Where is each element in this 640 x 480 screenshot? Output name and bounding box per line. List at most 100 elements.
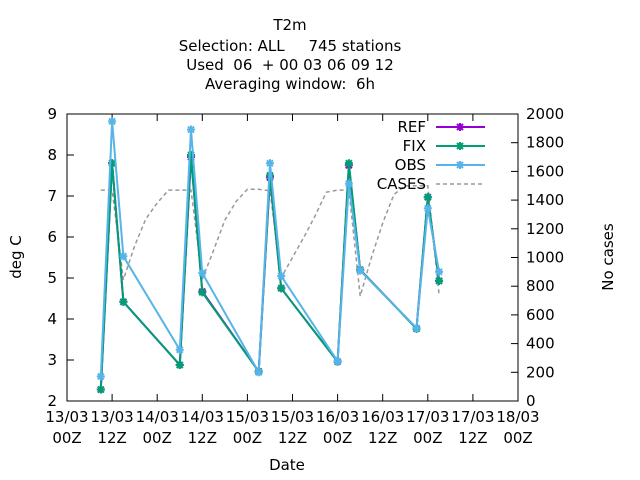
point-dot — [279, 273, 284, 279]
data-point-obs — [175, 345, 184, 354]
x-tick-label-hour: 00Z — [233, 429, 262, 447]
y2-tick-label: 1800 — [526, 134, 564, 152]
y2-tick-label: 0 — [526, 392, 536, 410]
point-dot — [357, 268, 363, 273]
x-axis-label: Date — [269, 456, 305, 474]
x-tick-label-date: 14/03 — [136, 408, 179, 426]
point-dot — [436, 278, 442, 284]
point-dot — [346, 161, 352, 166]
series-line-cases — [100, 185, 440, 297]
data-point-obs — [277, 271, 286, 280]
legend-label-ref: REF — [397, 118, 426, 136]
data-point-fix — [344, 159, 353, 168]
point-dot — [98, 387, 104, 392]
data-point-obs — [254, 368, 263, 377]
data-point-fix — [175, 360, 184, 369]
data-point-obs — [412, 324, 421, 333]
y-axis-label: deg C — [7, 235, 25, 279]
data-point-obs — [356, 266, 365, 275]
y2-tick-label: 400 — [526, 335, 555, 353]
chart-subtitle-selection: Selection: ALL 745 stations — [178, 37, 402, 55]
x-tick-label-hour: 00Z — [503, 429, 532, 447]
data-point-obs — [108, 117, 117, 126]
x-tick-label-hour: 00Z — [52, 429, 81, 447]
point-dot — [200, 270, 205, 276]
point-dot — [121, 299, 126, 304]
point-dot — [425, 195, 430, 200]
x-tick-label-date: 16/03 — [361, 408, 404, 426]
point-dot — [457, 143, 463, 149]
legend-label-obs: OBS — [395, 156, 426, 174]
point-dot — [188, 127, 194, 132]
chart-subtitle-averaging: Averaging window: 6h — [204, 75, 376, 93]
point-dot — [177, 362, 182, 368]
data-point-obs — [198, 269, 207, 278]
point-dot — [267, 161, 273, 166]
data-point-obs — [435, 267, 444, 276]
x-tick-label-date: 17/03 — [451, 408, 494, 426]
point-dot — [457, 124, 463, 130]
legend-marker-fix — [456, 142, 464, 150]
data-point-fix — [435, 276, 444, 285]
data-point-obs — [265, 159, 274, 168]
legend-marker-obs — [456, 161, 464, 169]
point-dot — [200, 290, 205, 295]
x-tick-label-date: 16/03 — [316, 408, 359, 426]
point-dot — [335, 359, 340, 364]
data-point-obs — [187, 125, 196, 134]
y2-tick-label: 1400 — [526, 191, 564, 209]
data-point-fix — [277, 284, 286, 293]
legend-label-fix: FIX — [403, 137, 426, 155]
legend-label-cases: CASES — [377, 175, 426, 193]
data-point-fix — [119, 297, 128, 306]
x-tick-label-hour: 00Z — [323, 429, 352, 447]
chart-subtitle-used: Used 06 + 00 03 06 09 12 — [186, 56, 394, 74]
x-tick-label-hour: 12Z — [97, 429, 126, 447]
data-point-fix — [198, 288, 207, 297]
y-tick-label: 5 — [47, 269, 57, 287]
point-dot — [425, 206, 430, 211]
legend-marker-ref — [456, 123, 464, 131]
point-dot — [346, 181, 352, 186]
y2-tick-label: 1200 — [526, 220, 564, 238]
data-point-obs — [333, 357, 342, 366]
y2-axis-label: No cases — [599, 223, 617, 291]
y-tick-label: 2 — [47, 392, 57, 410]
data-point-obs — [96, 372, 105, 381]
y2-tick-label: 1600 — [526, 162, 564, 180]
data-point-obs — [423, 204, 432, 213]
y2-tick-label: 200 — [526, 363, 555, 381]
y-tick-label: 3 — [47, 351, 57, 369]
y-tick-label: 9 — [47, 105, 57, 123]
point-dot — [98, 374, 104, 379]
point-dot — [457, 162, 463, 168]
y-tick-label: 4 — [47, 310, 57, 328]
point-dot — [279, 286, 284, 291]
data-point-fix — [423, 193, 432, 202]
y-tick-label: 8 — [47, 146, 57, 164]
point-dot — [414, 325, 419, 331]
series-layer — [96, 117, 444, 394]
x-tick-label-hour: 00Z — [143, 429, 172, 447]
data-point-fix — [96, 385, 105, 394]
y2-tick-label: 1000 — [526, 249, 564, 267]
y2-tick-label: 600 — [526, 306, 555, 324]
x-tick-label-hour: 12Z — [368, 429, 397, 447]
y-tick-label: 6 — [47, 228, 57, 246]
axes-layer: 2 3 4 5 6 7 8 9 0 200 400 600 800 1000 1200 1400 1600 180… — [45, 105, 564, 447]
y2-tick-label: 800 — [526, 277, 555, 295]
x-tick-label-hour: 12Z — [278, 429, 307, 447]
x-tick-label-date: 13/03 — [45, 408, 88, 426]
y-tick-label: 7 — [47, 187, 57, 205]
x-tick-label-date: 14/03 — [181, 408, 224, 426]
point-dot — [436, 269, 442, 275]
x-tick-label-date: 18/03 — [496, 408, 539, 426]
y2-tick-label: 2000 — [526, 105, 564, 123]
x-tick-label-hour: 00Z — [413, 429, 442, 447]
x-tick-label-hour: 12Z — [458, 429, 487, 447]
chart-title: T2m — [273, 16, 307, 34]
point-dot — [177, 347, 182, 352]
x-tick-label-hour: 12Z — [188, 429, 217, 447]
